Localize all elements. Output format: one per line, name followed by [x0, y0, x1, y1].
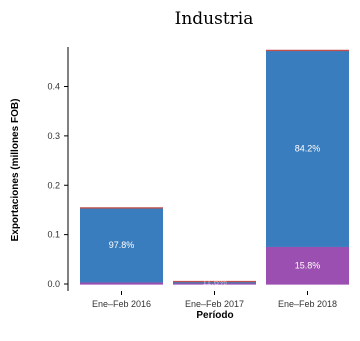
x-tick-label: Ene–Feb 2018: [278, 299, 337, 309]
data-label: 84.2%: [295, 144, 321, 154]
bar-labels: 97.8% 15.8% 84.2% 11.6%: [109, 144, 321, 287]
x-tick-label: Ene–Feb 2017: [185, 299, 244, 309]
data-label: 15.8%: [295, 260, 321, 270]
data-label: 11.6%: [202, 277, 227, 287]
y-tick-label: 0.3: [47, 131, 60, 141]
x-axis: Ene–Feb 2016 Ene–Feb 2017 Ene–Feb 2018: [92, 291, 337, 309]
data-label: 97.8%: [109, 240, 135, 250]
bar-segment: [266, 246, 349, 284]
x-tick-label: Ene–Feb 2016: [92, 299, 151, 309]
y-tick-label: 0.2: [47, 180, 60, 190]
y-tick-label: 0.1: [47, 230, 60, 240]
bar-segment: [80, 207, 163, 283]
y-tick-label: 0.4: [47, 82, 60, 92]
chart-title: Industria: [175, 9, 254, 29]
y-tick-label: 0.0: [47, 279, 60, 289]
y-axis: 0.0 0.1 0.2 0.3 0.4: [47, 47, 69, 291]
bars: [80, 49, 349, 285]
bar-segment: [80, 282, 163, 284]
bar-segment: [173, 281, 256, 284]
bar-segment: [266, 50, 349, 247]
y-axis-title: Exportaciones (millones FOB): [10, 99, 21, 242]
x-axis-title: Período: [196, 310, 233, 321]
